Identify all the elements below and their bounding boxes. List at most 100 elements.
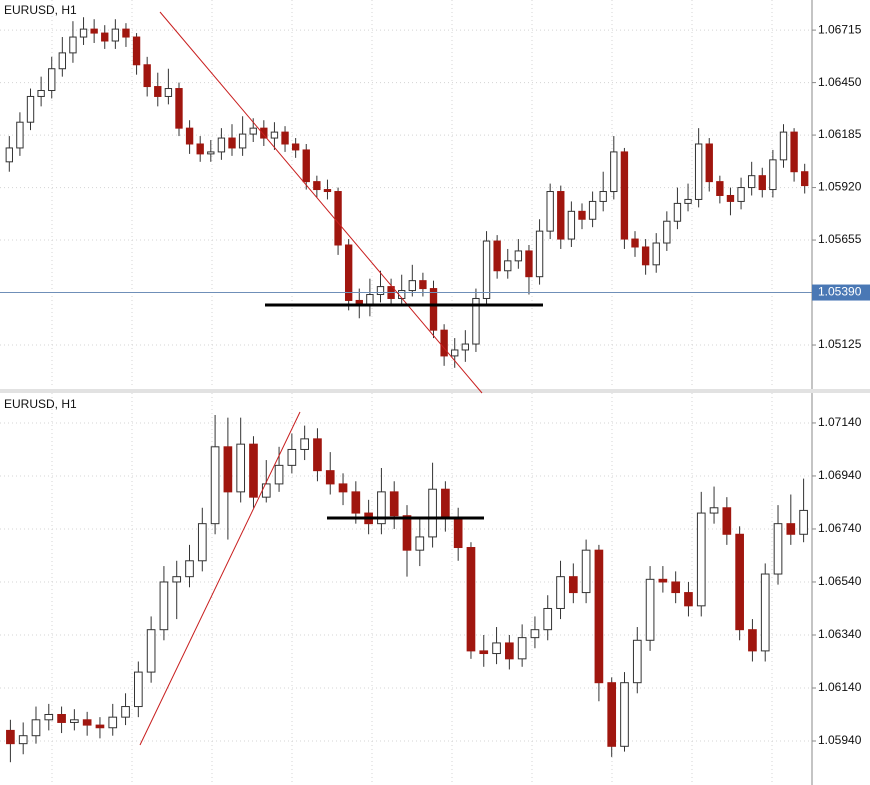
candle-body [461,343,470,351]
candle-body [389,491,399,517]
candle-body [111,28,120,42]
candle-body [133,671,143,708]
candle-body [90,28,98,34]
y-tick-label: 1.07140 [818,415,862,429]
candle-body [652,242,660,266]
candle-body [758,175,766,191]
y-tick-label: 1.05920 [818,180,862,194]
candle-body [773,523,783,575]
candle-body [684,198,692,204]
candle-body [419,280,427,290]
candle-body [302,149,310,183]
axis-labels: 1.06715 1.06450 1.06185 1.05920 1.05655 1.053… [812,22,870,747]
candle-body [207,151,215,155]
candle-body [482,240,491,299]
candle-body [185,127,194,145]
y-tick-label: 1.06940 [818,468,862,482]
y-tick-label: 1.05125 [818,337,862,351]
candle-body [747,175,756,189]
candle-body [726,194,735,202]
candle-body [556,576,565,609]
candle-body [543,607,553,631]
candle-body [415,536,425,551]
candle-body [769,159,777,191]
candle-body [673,202,682,222]
candle-body [82,719,92,726]
candle-body [645,578,655,641]
candles [0,17,812,368]
candle-body [760,573,770,652]
candle-body [709,507,719,514]
y-tick-label: 1.05655 [818,232,862,246]
candle-body [671,581,681,594]
candle-body [472,297,480,345]
candle-body [588,200,597,220]
candle-body [799,509,808,535]
candle-body [568,576,578,594]
candle-body [44,713,54,721]
candle-body [705,143,713,183]
candle-body [122,28,130,38]
candle-body [748,629,757,652]
candle-body [366,294,374,305]
candle-body [5,147,13,163]
candle-body [334,191,342,246]
candle-body [16,121,24,149]
trend-line [139,411,301,746]
chart-title: EURUSD, H1 [4,3,77,17]
candle-body [210,446,220,525]
candle-body [159,581,169,631]
candle-body [261,483,271,498]
candle-body [291,143,300,151]
candle-body [376,286,385,296]
candle-body [451,349,459,357]
candle-body [594,549,604,684]
candle-body [631,238,639,248]
candle-body [18,735,28,745]
candle-body [228,137,236,149]
candle-body [249,127,257,135]
candle-body [607,682,617,747]
candle-body [108,716,118,729]
candle-body [57,713,66,723]
candle-body [338,483,348,493]
candle-body [492,642,501,655]
candle-body [58,52,67,70]
y-tick-label: 1.05940 [818,733,862,747]
candle-body [351,491,361,514]
y-tick-label: 1.06340 [818,627,862,641]
bottom-panel [0,393,870,785]
candle-body [6,729,15,745]
y-tick-label: 1.06540 [818,574,862,588]
y-tick-label: 1.06715 [818,22,862,36]
candle-body [164,88,173,97]
candle-body [479,650,489,655]
candle-body [197,523,207,562]
y-tick-label: 1.06740 [818,521,862,535]
candle-body [779,131,788,161]
candle-body [175,88,183,129]
candle-body [504,260,512,272]
candle-body [514,250,523,262]
candle-body [546,191,554,232]
candle-body [154,86,162,97]
candle-body [453,517,463,549]
candle-body [578,210,586,220]
candles [6,414,808,763]
candle-body [37,90,45,97]
candle-body [185,560,194,578]
candle-body [287,448,297,466]
y-tick-label: 1.06185 [818,127,862,141]
candle-body [722,507,732,535]
candle-body [641,246,650,266]
candle-body [786,523,796,535]
grid [0,393,812,785]
chart-title: EURUSD, H1 [4,397,77,411]
candle-body [535,230,544,278]
candle-body [26,95,35,123]
candle-body [599,191,607,202]
candle-body [428,488,437,538]
candle-body [581,549,591,594]
candle-body [313,181,321,191]
